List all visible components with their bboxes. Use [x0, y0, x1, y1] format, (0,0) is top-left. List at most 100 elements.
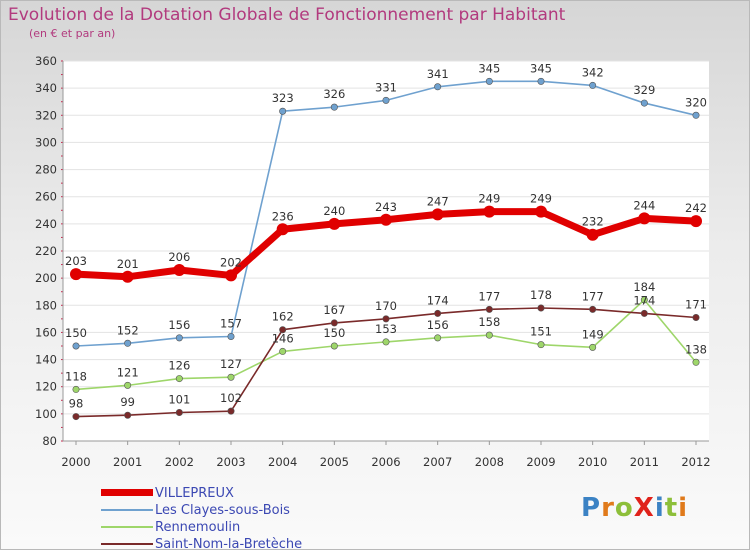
- data-point: [330, 319, 338, 327]
- y-tick-label: 260: [35, 190, 57, 204]
- data-label: 236: [272, 209, 294, 223]
- data-label: 101: [168, 393, 190, 407]
- x-tick-label: 2011: [630, 455, 659, 469]
- x-tick-label: 2008: [475, 455, 504, 469]
- y-tick-label: 240: [35, 217, 57, 231]
- data-point: [589, 305, 597, 313]
- data-point: [70, 268, 82, 281]
- data-point: [485, 331, 493, 339]
- logo-letter: i: [654, 493, 665, 523]
- data-label: 203: [65, 254, 87, 268]
- data-point: [173, 264, 186, 276]
- y-tick-label: 80: [42, 434, 57, 448]
- data-point: [434, 309, 442, 317]
- x-tick-label: 2002: [165, 455, 194, 469]
- data-label: 201: [117, 257, 139, 271]
- logo-letter: P: [581, 493, 602, 523]
- data-point: [227, 407, 235, 415]
- data-point: [483, 205, 496, 218]
- data-label: 156: [168, 318, 190, 332]
- data-point: [690, 215, 702, 228]
- data-label: 98: [69, 397, 84, 411]
- data-label: 152: [117, 323, 139, 337]
- x-tick-label: 2004: [268, 455, 297, 469]
- data-point: [279, 347, 287, 355]
- data-label: 242: [685, 201, 707, 215]
- data-label: 174: [633, 293, 655, 307]
- data-label: 331: [375, 80, 397, 94]
- data-point: [537, 341, 545, 349]
- data-label: 249: [478, 192, 500, 206]
- data-point: [485, 305, 493, 313]
- data-point: [434, 334, 442, 342]
- data-point: [279, 326, 287, 334]
- data-point: [434, 83, 442, 91]
- y-tick-label: 340: [35, 81, 57, 95]
- data-label: 126: [168, 359, 190, 373]
- data-label: 138: [685, 342, 707, 356]
- data-point: [72, 342, 80, 350]
- y-tick-label: 320: [35, 108, 57, 122]
- data-label: 177: [582, 289, 604, 303]
- data-label: 171: [685, 298, 707, 312]
- y-tick-label: 220: [35, 244, 57, 258]
- data-label: 249: [530, 192, 552, 206]
- data-point: [330, 103, 338, 111]
- data-point: [175, 375, 183, 383]
- data-point: [124, 381, 132, 389]
- data-label: 329: [633, 83, 655, 97]
- logo-letter: t: [664, 493, 679, 523]
- data-point: [692, 111, 700, 119]
- data-point: [72, 385, 80, 393]
- data-label: 244: [633, 198, 655, 212]
- x-tick-label: 2006: [371, 455, 400, 469]
- data-label: 150: [65, 326, 87, 340]
- data-label: 151: [530, 325, 552, 339]
- data-label: 121: [117, 365, 139, 379]
- data-point: [124, 411, 132, 419]
- logo-letter: r: [601, 493, 615, 523]
- data-point: [382, 338, 390, 346]
- data-label: 345: [530, 61, 552, 75]
- data-label: 146: [272, 331, 294, 345]
- data-point: [124, 339, 132, 347]
- data-label: 174: [427, 293, 449, 307]
- data-point: [586, 228, 599, 241]
- data-label: 162: [272, 310, 294, 324]
- x-tick-label: 2005: [320, 455, 349, 469]
- data-label: 149: [582, 327, 604, 341]
- data-label: 156: [427, 318, 449, 332]
- data-point: [431, 208, 444, 221]
- y-tick-label: 160: [35, 325, 57, 339]
- legend-swatch: [101, 526, 153, 528]
- data-point: [121, 270, 134, 283]
- x-tick-label: 2003: [216, 455, 245, 469]
- data-point: [382, 315, 390, 323]
- data-point: [692, 313, 700, 321]
- x-tick-label: 2012: [681, 455, 710, 469]
- data-point: [640, 296, 648, 304]
- data-label: 167: [323, 303, 345, 317]
- data-point: [227, 373, 235, 381]
- proxiti-logo: ProXiti: [581, 493, 688, 523]
- data-point: [175, 408, 183, 416]
- data-label: 320: [685, 95, 707, 109]
- legend-swatch: [101, 509, 153, 511]
- data-label: 102: [220, 391, 242, 405]
- data-label: 206: [168, 250, 190, 264]
- y-tick-label: 200: [35, 271, 57, 285]
- legend-swatch: [101, 489, 153, 496]
- data-point: [640, 309, 648, 317]
- data-point: [535, 205, 547, 218]
- logo-letter: X: [633, 493, 655, 523]
- data-point: [382, 96, 390, 104]
- data-point: [485, 77, 493, 85]
- data-label: 157: [220, 317, 242, 331]
- y-tick-label: 180: [35, 298, 57, 312]
- data-label: 247: [427, 194, 449, 208]
- data-label: 243: [375, 200, 397, 214]
- data-label: 118: [65, 369, 87, 383]
- data-point: [175, 334, 183, 342]
- data-point: [276, 223, 289, 236]
